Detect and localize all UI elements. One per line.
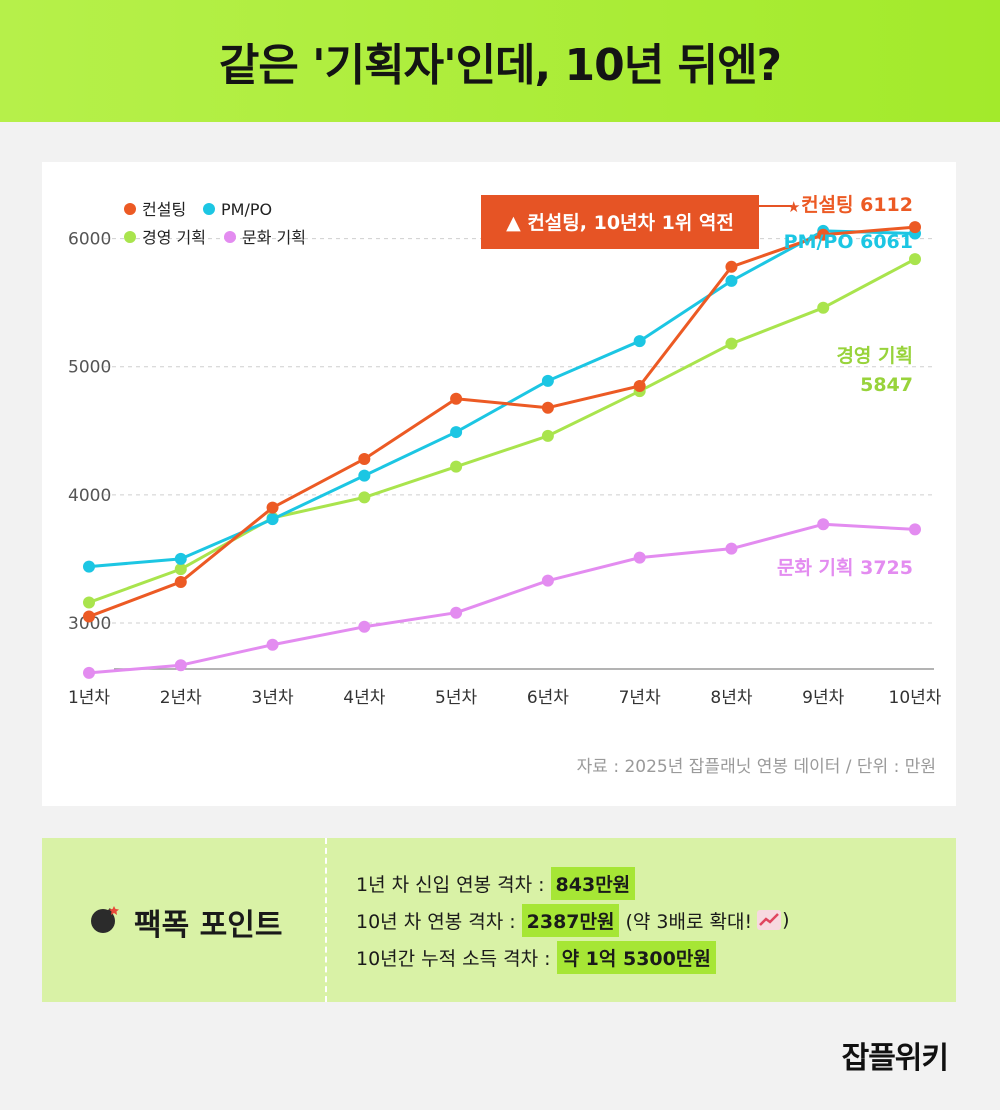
data-point-consulting bbox=[817, 228, 830, 241]
data-point-pmpo bbox=[725, 274, 738, 287]
point-label: 10년 차 연봉 격차 : bbox=[356, 910, 516, 933]
point-value: 2387만원 bbox=[521, 903, 620, 937]
legend-label: 컨설팅 bbox=[142, 200, 186, 219]
data-point-consulting bbox=[633, 379, 646, 392]
legend-marker bbox=[124, 231, 136, 243]
data-point-management bbox=[909, 253, 921, 266]
legend-marker bbox=[203, 203, 215, 215]
x-tick-label: 2년차 bbox=[160, 688, 202, 708]
x-tick-label: 8년차 bbox=[710, 688, 752, 708]
data-point-management bbox=[541, 429, 554, 442]
x-tick-label: 5년차 bbox=[435, 688, 477, 708]
y-tick-label: 6000 bbox=[68, 230, 111, 250]
data-point-culture bbox=[817, 518, 830, 531]
end-label-pmpo: PM/PO 6061 bbox=[784, 231, 913, 253]
point-note-close: ) bbox=[782, 909, 790, 931]
source-note: 자료 : 2025년 잡플래닛 연봉 데이터 / 단위 : 만원 bbox=[576, 757, 936, 777]
y-tick-label: 5000 bbox=[68, 358, 111, 378]
data-point-management bbox=[83, 596, 95, 609]
chart-increasing-icon bbox=[757, 910, 782, 930]
chart-card: 3000 4000 5000 6000 1년차 2년차 3년차 4년차 5년차 6년차 7년차 8년차… bbox=[42, 162, 956, 806]
data-point-management bbox=[725, 337, 738, 350]
data-point-culture bbox=[83, 666, 95, 679]
bomb-icon bbox=[91, 906, 119, 933]
legend-label: PM/PO bbox=[221, 200, 272, 219]
data-point-pmpo bbox=[450, 426, 463, 439]
data-point-consulting bbox=[725, 260, 738, 273]
end-label-management-value: 5847 bbox=[860, 374, 913, 396]
data-point-culture bbox=[541, 574, 554, 587]
end-label-consulting: 컨설팅 6112 bbox=[801, 194, 913, 216]
data-point-pmpo bbox=[174, 552, 187, 565]
data-point-consulting bbox=[541, 401, 554, 414]
data-point-culture bbox=[358, 620, 371, 633]
data-point-consulting bbox=[358, 452, 371, 465]
page-title: 같은 '기획자'인데, 10년 뒤엔? bbox=[218, 40, 782, 91]
series-line-pmpo bbox=[88, 229, 916, 569]
header-banner: 같은 '기획자'인데, 10년 뒤엔? bbox=[0, 0, 1000, 122]
data-point-consulting bbox=[83, 610, 95, 623]
data-point-consulting bbox=[909, 221, 921, 234]
x-tick-label: 1년차 bbox=[68, 688, 110, 708]
data-point-culture bbox=[174, 659, 187, 672]
data-point-management bbox=[174, 563, 187, 576]
data-point-consulting bbox=[266, 501, 279, 514]
points-title: 팩폭 포인트 bbox=[134, 908, 283, 943]
data-point-pmpo bbox=[633, 335, 646, 348]
x-tick-label: 6년차 bbox=[527, 688, 569, 708]
legend-label: 문화 기획 bbox=[242, 228, 306, 247]
annotation-banner bbox=[481, 195, 759, 249]
line-chart: 3000 4000 5000 6000 1년차 2년차 3년차 4년차 5년차 6년차 7년차 8년차… bbox=[68, 194, 942, 708]
point-row: 10년 차 연봉 격차 : 2387만원 (약 3배로 확대! ) bbox=[356, 903, 790, 937]
series-line-consulting bbox=[88, 225, 916, 618]
series-line-culture bbox=[88, 522, 916, 675]
end-label-management: 경영 기획 bbox=[836, 345, 913, 367]
x-tick-label: 4년차 bbox=[343, 688, 385, 708]
legend-label: 경영 기획 bbox=[142, 228, 206, 247]
point-value: 약 1억 5300만원 bbox=[556, 940, 716, 974]
data-point-pmpo bbox=[83, 560, 95, 573]
point-label: 1년 차 신입 연봉 격차 : bbox=[356, 873, 545, 896]
fact-points-panel: 팩폭 포인트 1년 차 신입 연봉 격차 : 843만원 10년 차 연봉 격차… bbox=[42, 838, 956, 1002]
series-line-management bbox=[88, 257, 916, 604]
data-point-culture bbox=[725, 542, 738, 555]
point-note: (약 3배로 확대! bbox=[625, 910, 753, 933]
point-label: 10년간 누적 소득 격차 : bbox=[356, 947, 551, 970]
point-value: 843만원 bbox=[550, 866, 636, 900]
x-tick-label: 10년차 bbox=[889, 688, 942, 708]
data-point-pmpo bbox=[266, 513, 279, 526]
star-icon: ★ bbox=[787, 198, 800, 216]
data-point-consulting bbox=[450, 392, 463, 405]
data-point-culture bbox=[450, 606, 463, 619]
data-point-culture bbox=[266, 638, 279, 651]
data-point-pmpo bbox=[358, 469, 371, 482]
x-tick-label: 3년차 bbox=[252, 688, 294, 708]
y-tick-label: 3000 bbox=[68, 614, 111, 634]
data-point-culture bbox=[633, 551, 646, 564]
point-row: 10년간 누적 소득 격차 : 약 1억 5300만원 bbox=[356, 940, 716, 974]
data-point-management bbox=[817, 301, 830, 314]
y-tick-label: 4000 bbox=[68, 486, 111, 506]
point-row: 1년 차 신입 연봉 격차 : 843만원 bbox=[356, 866, 636, 900]
x-tick-label: 9년차 bbox=[802, 688, 844, 708]
divider bbox=[325, 838, 327, 1002]
legend-marker bbox=[124, 203, 136, 215]
data-point-management bbox=[358, 491, 371, 504]
data-point-management bbox=[450, 460, 463, 473]
end-label-culture: 문화 기획 3725 bbox=[777, 557, 913, 579]
annotation-banner-text: ▲ 컨설팅, 10년차 1위 역전 bbox=[506, 212, 734, 234]
x-tick-label: 7년차 bbox=[619, 688, 661, 708]
legend-marker bbox=[224, 231, 236, 243]
brand-logo: 잡플위키 bbox=[841, 1041, 949, 1076]
data-point-consulting bbox=[174, 575, 187, 588]
data-point-pmpo bbox=[541, 374, 554, 387]
data-point-culture bbox=[909, 523, 921, 536]
